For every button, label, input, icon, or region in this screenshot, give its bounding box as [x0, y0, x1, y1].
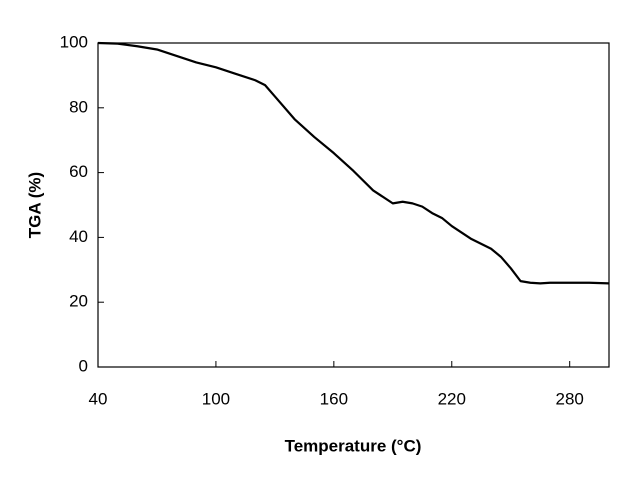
x-tick-label: 100 — [202, 389, 230, 408]
plot-frame — [97, 42, 610, 368]
x-tick-label: 280 — [556, 389, 584, 408]
y-tick-label: 0 — [79, 356, 88, 375]
x-axis-title: Temperature (°C) — [285, 436, 422, 455]
x-tick-label: 220 — [438, 389, 466, 408]
x-tick-label: 40 — [89, 389, 108, 408]
data-line — [97, 41, 610, 285]
y-tick-label: 40 — [69, 227, 88, 246]
y-tick-label: 60 — [69, 162, 88, 181]
y-tick-label: 80 — [69, 97, 88, 116]
y-axis-title: TGA (%) — [25, 172, 44, 238]
x-tick-label: 160 — [320, 389, 348, 408]
y-tick-label: 100 — [60, 32, 88, 51]
y-tick-label: 20 — [69, 292, 88, 311]
